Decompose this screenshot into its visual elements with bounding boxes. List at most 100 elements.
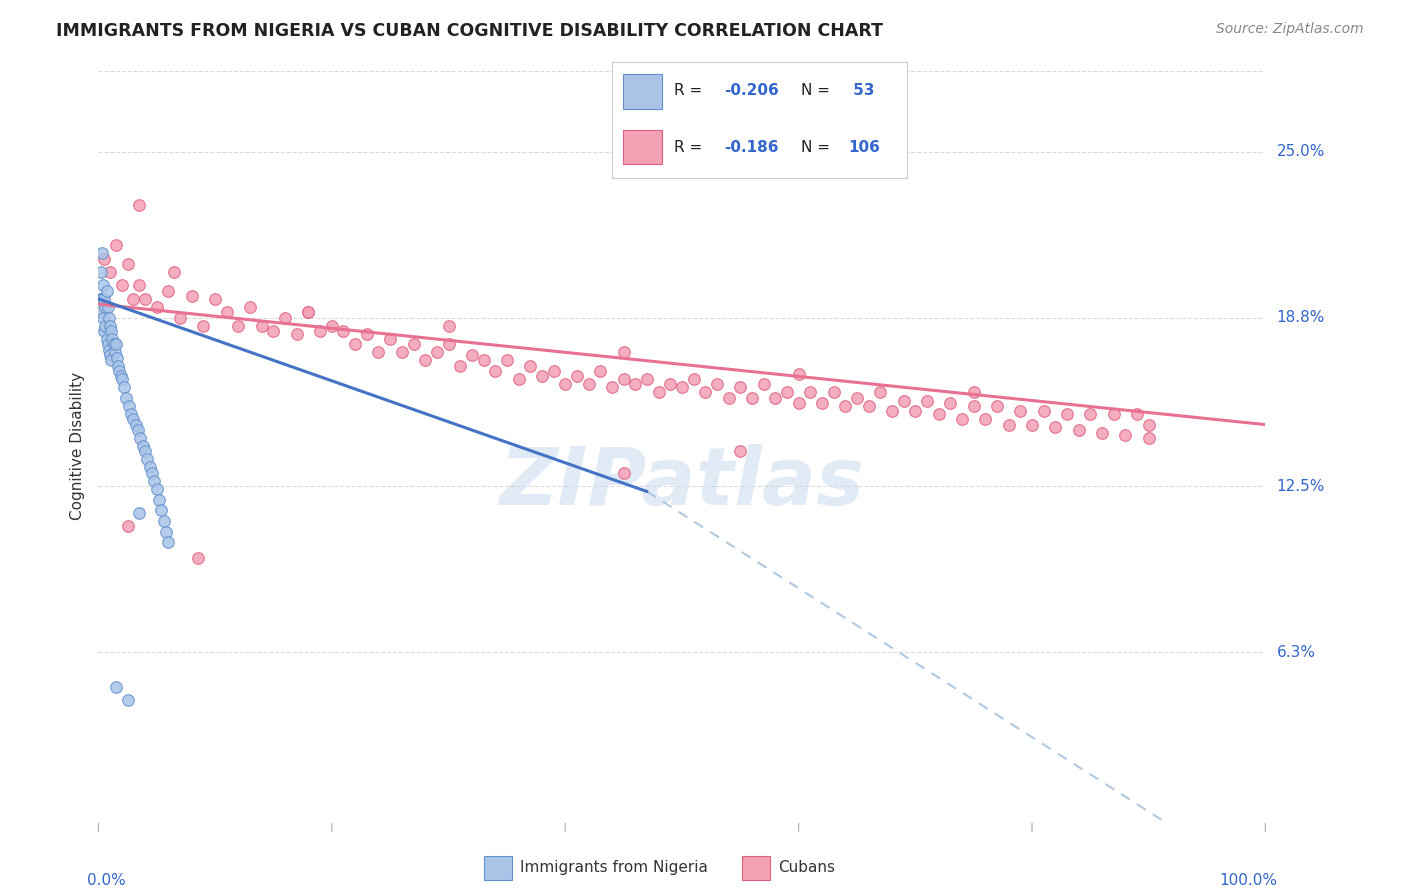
- Point: [163, 265, 186, 279]
- Point: [98, 318, 121, 333]
- Point: [93, 324, 115, 338]
- Point: [97, 337, 120, 351]
- Point: [128, 198, 150, 212]
- Point: [111, 372, 134, 386]
- Point: [846, 391, 869, 405]
- Point: [110, 369, 132, 384]
- Point: [141, 466, 163, 480]
- Point: [1010, 404, 1032, 418]
- Point: [148, 492, 170, 507]
- Point: [125, 417, 148, 432]
- Text: R =: R =: [673, 83, 707, 98]
- Bar: [623, 129, 662, 164]
- Text: 106: 106: [848, 139, 880, 154]
- Point: [1137, 431, 1160, 445]
- Point: [578, 377, 600, 392]
- Point: [91, 278, 114, 293]
- Point: [100, 324, 122, 338]
- Point: [127, 423, 149, 437]
- Point: [613, 372, 636, 386]
- Point: [554, 377, 576, 392]
- Point: [104, 680, 127, 694]
- Point: [108, 364, 131, 378]
- Point: [239, 300, 262, 314]
- Point: [565, 369, 588, 384]
- Point: [89, 292, 111, 306]
- Text: Cubans: Cubans: [778, 861, 835, 875]
- Point: [380, 332, 402, 346]
- Point: [915, 393, 938, 408]
- Text: Immigrants from Nigeria: Immigrants from Nigeria: [520, 861, 707, 875]
- Point: [496, 353, 519, 368]
- Point: [104, 345, 127, 359]
- Point: [143, 474, 166, 488]
- Text: R =: R =: [673, 139, 711, 154]
- Point: [449, 359, 471, 373]
- Point: [101, 332, 124, 346]
- Point: [97, 300, 120, 314]
- Point: [484, 364, 506, 378]
- Point: [228, 318, 250, 333]
- Point: [706, 377, 728, 392]
- Point: [90, 265, 112, 279]
- Point: [939, 396, 962, 410]
- Text: Source: ZipAtlas.com: Source: ZipAtlas.com: [1216, 22, 1364, 37]
- Point: [834, 399, 856, 413]
- Point: [107, 359, 129, 373]
- Point: [98, 265, 121, 279]
- Text: 18.8%: 18.8%: [1277, 310, 1324, 325]
- Point: [858, 399, 880, 413]
- Point: [129, 431, 152, 445]
- Text: 6.3%: 6.3%: [1277, 645, 1316, 659]
- Point: [94, 318, 117, 333]
- Bar: [742, 856, 770, 880]
- Point: [157, 535, 180, 549]
- Point: [530, 369, 553, 384]
- Point: [682, 372, 704, 386]
- Bar: [484, 856, 512, 880]
- Bar: [623, 74, 662, 109]
- Point: [117, 257, 139, 271]
- Point: [193, 318, 215, 333]
- Text: N =: N =: [800, 83, 830, 98]
- Point: [904, 404, 927, 418]
- Point: [104, 337, 127, 351]
- Point: [461, 348, 484, 362]
- Point: [93, 252, 115, 266]
- Y-axis label: Cognitive Disability: Cognitive Disability: [69, 372, 84, 520]
- Point: [150, 503, 173, 517]
- Point: [105, 351, 128, 365]
- Point: [367, 345, 389, 359]
- Point: [624, 377, 647, 392]
- Point: [543, 364, 565, 378]
- Point: [1021, 417, 1043, 432]
- Point: [695, 385, 717, 400]
- Point: [297, 305, 319, 319]
- Point: [1126, 407, 1149, 421]
- Point: [519, 359, 541, 373]
- Point: [613, 466, 636, 480]
- Point: [204, 292, 226, 306]
- Point: [659, 377, 682, 392]
- Point: [647, 385, 669, 400]
- Text: 100.0%: 100.0%: [1219, 873, 1277, 888]
- Point: [93, 292, 115, 306]
- Point: [169, 310, 191, 325]
- Text: -0.206: -0.206: [724, 83, 779, 98]
- Point: [508, 372, 530, 386]
- Point: [717, 391, 740, 405]
- Point: [893, 393, 915, 408]
- Point: [997, 417, 1019, 432]
- Point: [122, 412, 145, 426]
- Point: [136, 452, 159, 467]
- Point: [152, 514, 174, 528]
- Point: [90, 246, 112, 260]
- Point: [437, 337, 460, 351]
- Point: [1032, 404, 1054, 418]
- Point: [962, 399, 984, 413]
- Point: [776, 385, 799, 400]
- Point: [880, 404, 903, 418]
- Point: [309, 324, 332, 338]
- Point: [426, 345, 449, 359]
- Point: [1080, 407, 1102, 421]
